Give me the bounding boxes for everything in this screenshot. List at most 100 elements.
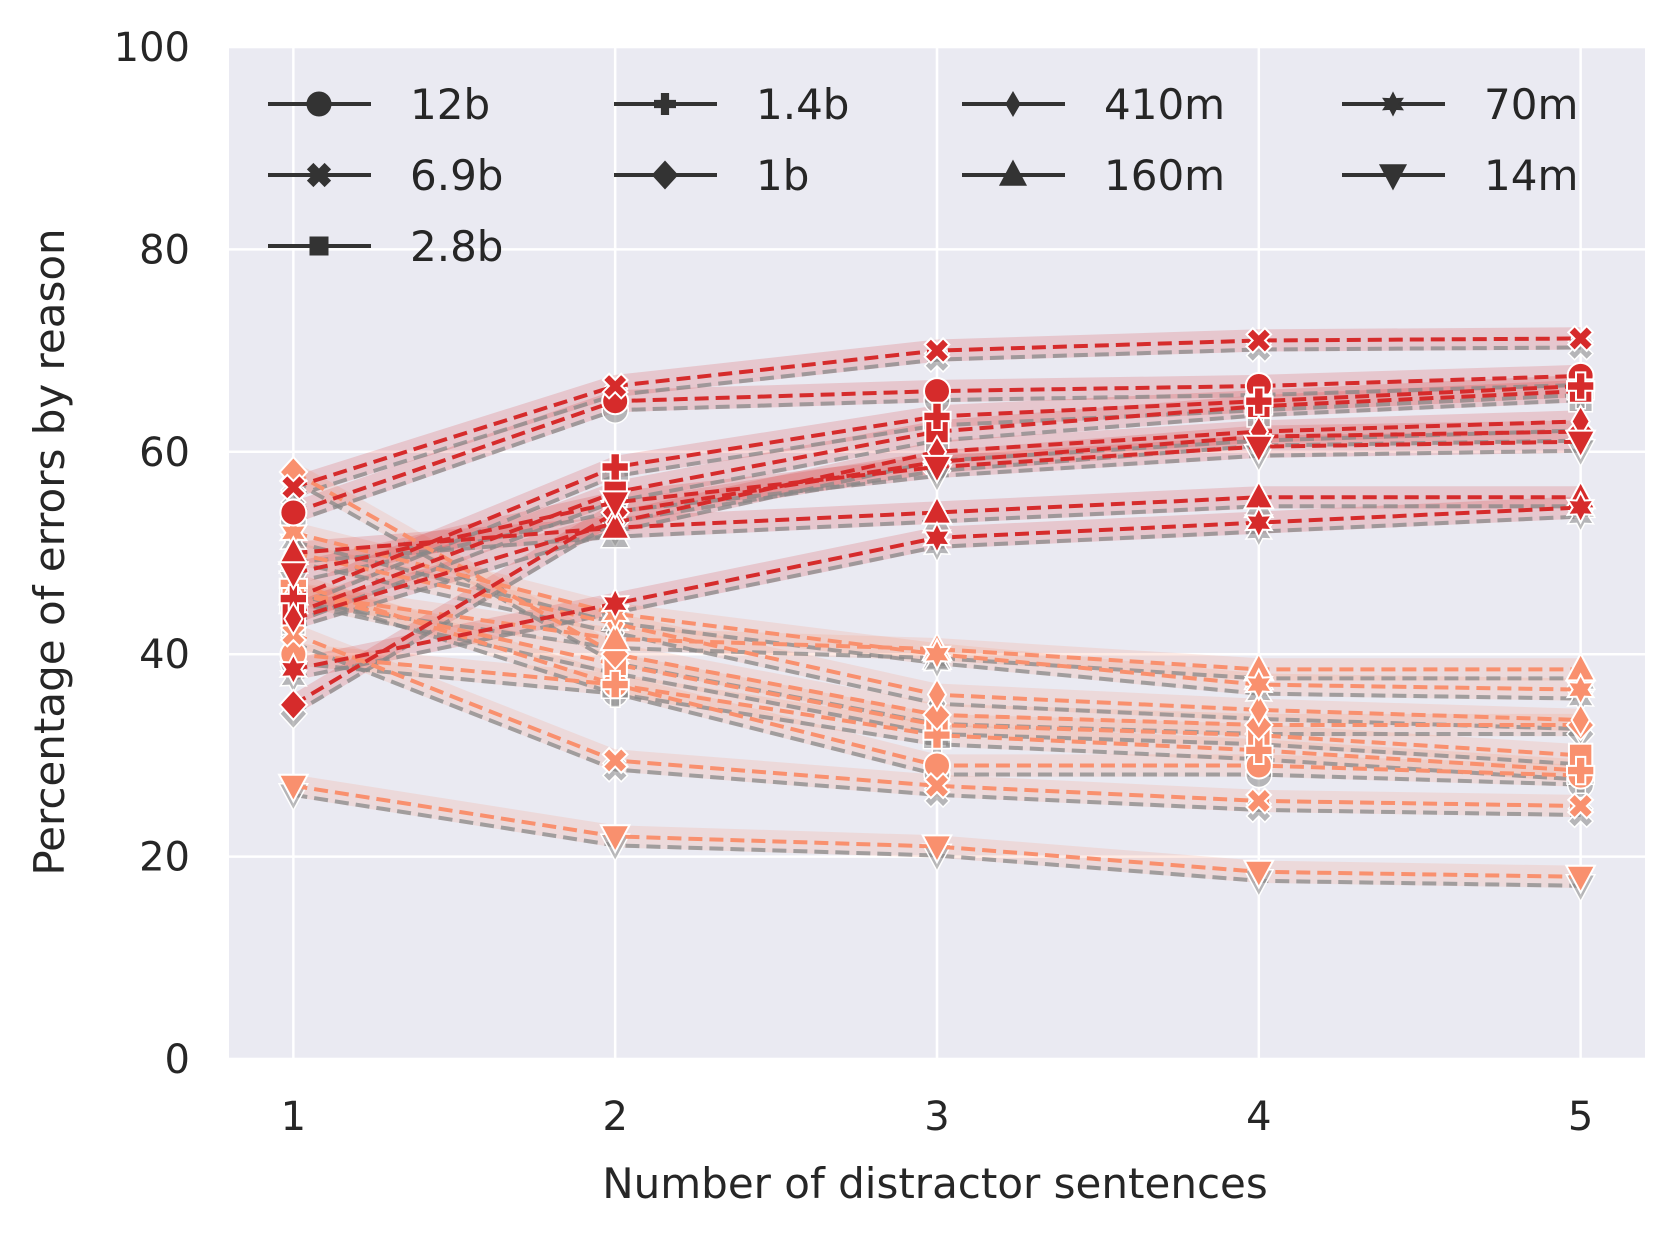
reason-a-reference-line-160m <box>293 504 1581 564</box>
reason-a-reference-line-2.8b <box>292 398 1581 625</box>
legend-item-410m: 410m <box>962 80 1225 129</box>
series <box>277 324 1597 895</box>
reason-a-point <box>1245 326 1273 355</box>
legend-item-14m: 14m <box>1342 151 1578 200</box>
reason-a-point <box>923 336 951 365</box>
legend-item-1.4b: 1.4b <box>614 80 849 129</box>
x-tick-label: 4 <box>1246 1094 1271 1140</box>
x-tick-label: 5 <box>1568 1094 1593 1140</box>
reason-a-line-2.8b <box>292 389 1581 616</box>
reason-a-point <box>1242 434 1275 465</box>
reason-b-series-14m <box>277 773 1597 895</box>
reason-a-point <box>283 601 304 637</box>
reason-b-point <box>923 771 951 800</box>
reason-b-point <box>601 746 629 775</box>
reason-a-series-1.4b <box>278 371 1596 614</box>
tick-labels: 1 2 3 4 5 0 20 40 60 80 100 <box>114 25 1594 1140</box>
legend-item-12b: 12b <box>268 80 490 129</box>
reason-b-point <box>1570 702 1591 738</box>
legend-item-2.8b: 2.8b <box>268 222 503 271</box>
reason-a-point <box>1564 429 1597 460</box>
legend-marker <box>306 162 332 188</box>
reason-a-point <box>278 688 309 722</box>
reason-b-series-1.4b <box>278 568 1596 786</box>
reason-a-series-14m <box>277 429 1597 591</box>
legend: 12b 6.9b 2.8b 1.4b 1b 410m 160m 70m 14m <box>268 80 1578 271</box>
reason-a-point <box>599 509 632 540</box>
reason-b-point <box>922 637 952 672</box>
reason-a-point <box>600 452 630 482</box>
reason-b-series-6.9b <box>279 620 1595 820</box>
legend-label: 6.9b <box>410 151 503 200</box>
reason-b-point <box>1565 672 1596 707</box>
legend-label: 12b <box>410 80 490 129</box>
x-tick-label: 3 <box>924 1094 949 1140</box>
legend-item-70m: 70m <box>1342 80 1578 129</box>
legend-marker <box>309 236 329 256</box>
reason-a-point <box>922 520 952 556</box>
reason-b-point <box>600 669 630 700</box>
x-axis-label: Number of distractor sentences <box>602 1159 1268 1208</box>
reason-b-point <box>1564 864 1597 895</box>
reason-b-point <box>1566 755 1596 786</box>
reason-b-line-14m <box>293 783 1581 879</box>
legend-marker <box>998 159 1028 186</box>
legend-marker <box>651 160 679 190</box>
reason-a-point <box>1243 505 1274 540</box>
reason-a-point <box>922 401 952 431</box>
reason-a-point <box>278 652 309 687</box>
reason-b-point <box>921 698 953 732</box>
y-tick-label: 100 <box>114 25 190 71</box>
legend-label: 1b <box>756 151 809 200</box>
reason-a-point <box>1565 490 1596 525</box>
reason-b-point <box>1242 859 1275 890</box>
reason-a-point <box>599 490 632 521</box>
reason-a-line-160m <box>293 495 1581 555</box>
legend-label: 2.8b <box>410 222 503 271</box>
legend-marker <box>1382 91 1404 117</box>
reference-lines <box>277 334 1597 904</box>
reason-b-point <box>599 824 632 855</box>
reason-b-point <box>1243 667 1274 702</box>
reason-b-point <box>923 751 951 780</box>
reason-a-point <box>1244 386 1274 416</box>
reason-a-line-410m <box>292 419 1581 621</box>
reason-b-point <box>921 834 953 865</box>
reason-b-point <box>1248 692 1270 728</box>
reason-b-reference-line-14m <box>293 792 1581 888</box>
legend-marker <box>1005 91 1021 117</box>
reason-b-reference-line-6.9b <box>292 641 1581 817</box>
reason-b-point <box>277 773 310 804</box>
y-axis-label: Percentage of errors by reason <box>25 228 74 875</box>
legend-item-6.9b: 6.9b <box>268 151 503 200</box>
legend-label: 410m <box>1104 80 1225 129</box>
legend-item-1b: 1b <box>614 151 809 200</box>
y-tick-label: 0 <box>165 1037 190 1083</box>
legend-marker <box>306 91 332 117</box>
reason-b-line-6.9b <box>292 632 1581 808</box>
reason-a-point <box>601 372 629 400</box>
reason-a-series-70m <box>278 490 1596 687</box>
legend-item-160m: 160m <box>962 151 1225 200</box>
reason-b-point <box>1245 787 1273 815</box>
legend-label: 1.4b <box>756 80 849 129</box>
reason-a-point <box>1566 324 1595 353</box>
reason-a-point <box>600 586 631 621</box>
reason-a-point <box>279 473 308 501</box>
reason-a-point <box>1566 371 1596 401</box>
legend-label: 160m <box>1104 151 1225 200</box>
reason-a-point <box>279 498 308 527</box>
reason-b-point <box>1244 735 1274 765</box>
x-tick-label: 2 <box>602 1094 627 1140</box>
y-tick-label: 60 <box>139 430 190 476</box>
legend-marker <box>1378 164 1408 191</box>
reason-b-point <box>922 720 952 750</box>
legend-label: 70m <box>1484 80 1578 129</box>
x-tick-label: 1 <box>281 1094 306 1140</box>
legend-label: 14m <box>1484 151 1578 200</box>
reason-a-series-6.9b <box>279 324 1595 501</box>
reason-a-reference-line-410m <box>292 428 1581 630</box>
reason-a-point <box>923 377 951 406</box>
